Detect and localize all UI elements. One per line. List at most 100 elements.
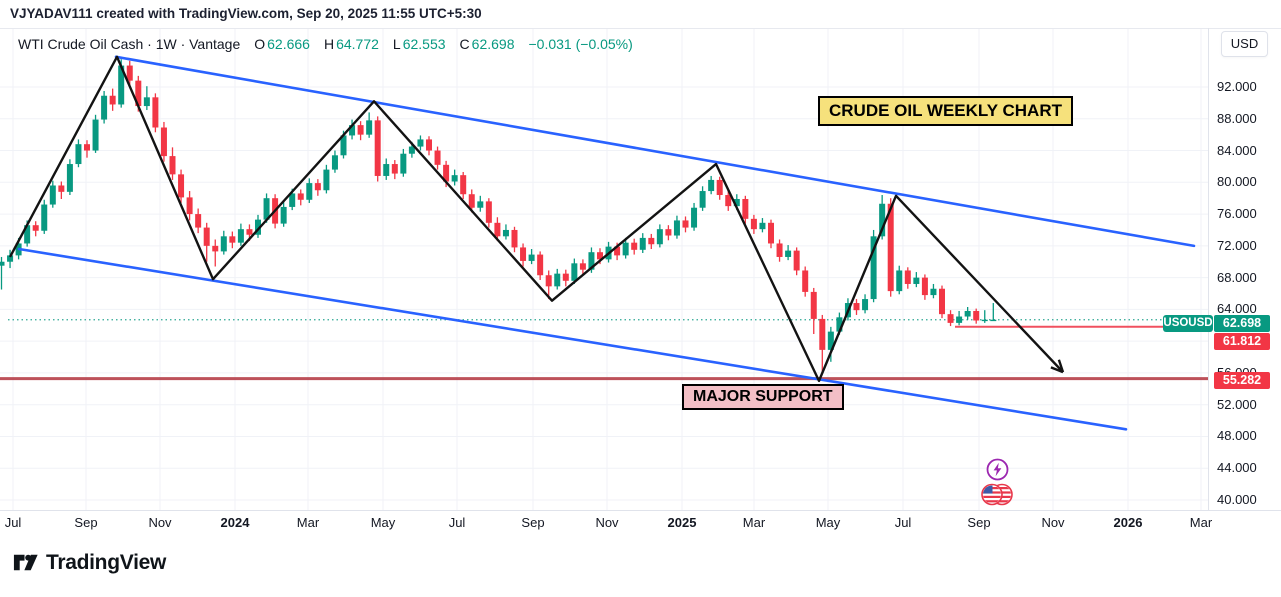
candle bbox=[597, 252, 603, 260]
candle bbox=[827, 331, 834, 350]
candle bbox=[263, 198, 270, 220]
candle bbox=[887, 203, 894, 292]
chart-title-annotation[interactable]: CRUDE OIL WEEKLY CHART bbox=[818, 96, 1073, 126]
low-label: L bbox=[392, 36, 401, 52]
candle bbox=[614, 246, 621, 256]
time-tick-label: Nov bbox=[595, 515, 619, 530]
candle bbox=[537, 254, 544, 276]
price-axis-divider bbox=[1208, 28, 1209, 511]
time-tick-label: Jul bbox=[4, 515, 22, 530]
candle bbox=[229, 236, 236, 243]
candle bbox=[759, 222, 766, 230]
candle bbox=[246, 229, 253, 235]
price-tick-label: 72.000 bbox=[1217, 237, 1257, 253]
time-tick-label: May bbox=[815, 515, 841, 530]
open-label: O bbox=[254, 36, 266, 52]
candle bbox=[708, 179, 715, 192]
candle bbox=[118, 65, 125, 105]
candle bbox=[879, 203, 886, 237]
tradingview-logo[interactable]: TradingView bbox=[12, 549, 166, 576]
candle bbox=[451, 175, 458, 182]
candle bbox=[545, 275, 552, 287]
major-support-annotation[interactable]: MAJOR SUPPORT bbox=[682, 384, 844, 410]
chart-legend: WTI Crude Oil Cash · 1W · Vantage O 62.6… bbox=[18, 36, 633, 52]
currency-toggle-button[interactable]: USD bbox=[1221, 31, 1268, 57]
low-value: L 62.553 bbox=[393, 36, 446, 52]
candle bbox=[417, 139, 424, 147]
price-tick-label: 52.000 bbox=[1217, 396, 1257, 412]
candle bbox=[956, 316, 963, 323]
tradingview-logo-text: TradingView bbox=[46, 550, 167, 574]
price-tick-label: 64.000 bbox=[1217, 301, 1257, 317]
candle bbox=[502, 229, 509, 237]
price-tick-label: 92.000 bbox=[1217, 79, 1257, 94]
candle bbox=[58, 185, 65, 192]
time-tick-label: Jul bbox=[894, 515, 912, 530]
candle bbox=[896, 270, 903, 292]
candle bbox=[802, 270, 809, 292]
candle bbox=[511, 229, 518, 248]
candle bbox=[682, 220, 689, 228]
time-tick-label: Sep bbox=[74, 515, 98, 530]
candle bbox=[742, 198, 749, 219]
candle bbox=[562, 273, 569, 281]
candle bbox=[374, 120, 381, 176]
candle bbox=[973, 310, 980, 321]
candle bbox=[981, 319, 988, 322]
time-tick-label: Nov bbox=[1041, 515, 1065, 530]
price-tick-label: 44.000 bbox=[1217, 460, 1257, 476]
candle bbox=[75, 144, 82, 165]
candle bbox=[639, 237, 646, 250]
candle bbox=[733, 198, 740, 207]
candle bbox=[810, 291, 817, 319]
us-flag-event-icon[interactable] bbox=[981, 483, 1014, 511]
candle bbox=[331, 155, 338, 170]
candle bbox=[725, 195, 732, 207]
candle bbox=[195, 214, 202, 228]
change-value: −0.031 (−0.05%) bbox=[528, 36, 633, 52]
candle bbox=[588, 252, 595, 270]
candle bbox=[391, 164, 398, 174]
price-tick-label: 88.000 bbox=[1217, 110, 1257, 126]
alert-price-tag: 61.812 bbox=[1214, 333, 1270, 350]
candle bbox=[716, 179, 723, 196]
candle bbox=[237, 229, 244, 243]
candle bbox=[579, 263, 586, 270]
price-tick-label: 80.000 bbox=[1217, 174, 1257, 190]
candle bbox=[357, 125, 364, 135]
symbol-title[interactable]: WTI Crude Oil Cash · 1W · Vantage bbox=[18, 36, 241, 52]
candle bbox=[913, 277, 920, 284]
time-tick-label: Mar bbox=[1189, 515, 1213, 530]
candle bbox=[853, 303, 860, 311]
candle bbox=[280, 206, 287, 224]
candle bbox=[673, 220, 680, 236]
candle bbox=[49, 185, 56, 205]
candle bbox=[494, 222, 501, 237]
candle bbox=[366, 120, 373, 135]
candle bbox=[776, 243, 783, 257]
candle bbox=[656, 229, 663, 245]
candle bbox=[24, 225, 31, 244]
symbol-price-label: USOUSD bbox=[1163, 315, 1213, 332]
candle bbox=[665, 229, 672, 236]
candle bbox=[964, 310, 971, 317]
time-tick-label: Sep bbox=[521, 515, 545, 530]
candle bbox=[220, 236, 227, 252]
lightning-event-icon[interactable] bbox=[986, 458, 1009, 486]
close-label: C bbox=[459, 36, 470, 52]
open-number: 62.666 bbox=[267, 36, 310, 52]
time-tick-label: May bbox=[370, 515, 396, 530]
candle bbox=[793, 250, 800, 271]
high-value: H 64.772 bbox=[324, 36, 379, 52]
high-label: H bbox=[323, 36, 335, 52]
candle bbox=[203, 227, 210, 246]
candle bbox=[862, 299, 869, 311]
time-tick-label: 2025 bbox=[667, 515, 697, 530]
time-tick-label: Jul bbox=[448, 515, 466, 530]
candle bbox=[255, 219, 261, 235]
candle bbox=[939, 288, 945, 315]
candle bbox=[460, 175, 467, 195]
candle bbox=[178, 174, 185, 198]
